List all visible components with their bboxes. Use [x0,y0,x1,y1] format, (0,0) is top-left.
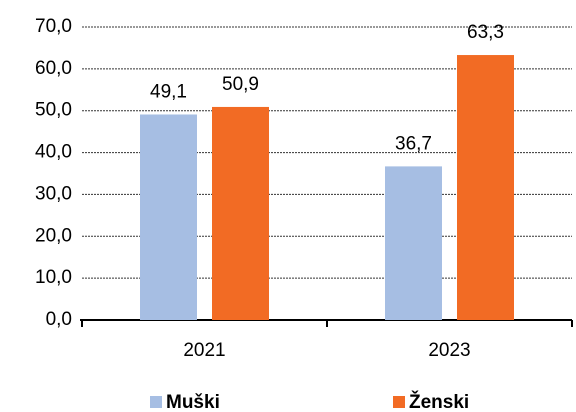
x-tick-label: 2023 [428,340,470,361]
value-label: 49,1 [150,81,187,102]
y-tick-label: 0,0 [46,309,72,330]
bar [385,166,442,320]
y-tick-label: 70,0 [35,16,72,37]
x-tick-label: 2021 [183,340,225,361]
legend-swatch [393,396,405,408]
legend-text: Ženski [409,391,469,412]
value-label: 36,7 [395,133,432,154]
y-tick-label: 30,0 [35,183,72,204]
y-tick-label: 20,0 [35,225,72,246]
legend-swatch [150,396,162,408]
y-tick-label: 60,0 [35,58,72,79]
value-label: 50,9 [222,74,259,95]
y-tick-label: 40,0 [35,142,72,163]
value-label: 63,3 [467,22,504,43]
y-tick-label: 10,0 [35,267,72,288]
bar [212,106,269,320]
bar [457,55,514,321]
legend-text: Muški [166,392,220,412]
y-tick-label: 50,0 [35,100,72,121]
bar [140,114,197,320]
